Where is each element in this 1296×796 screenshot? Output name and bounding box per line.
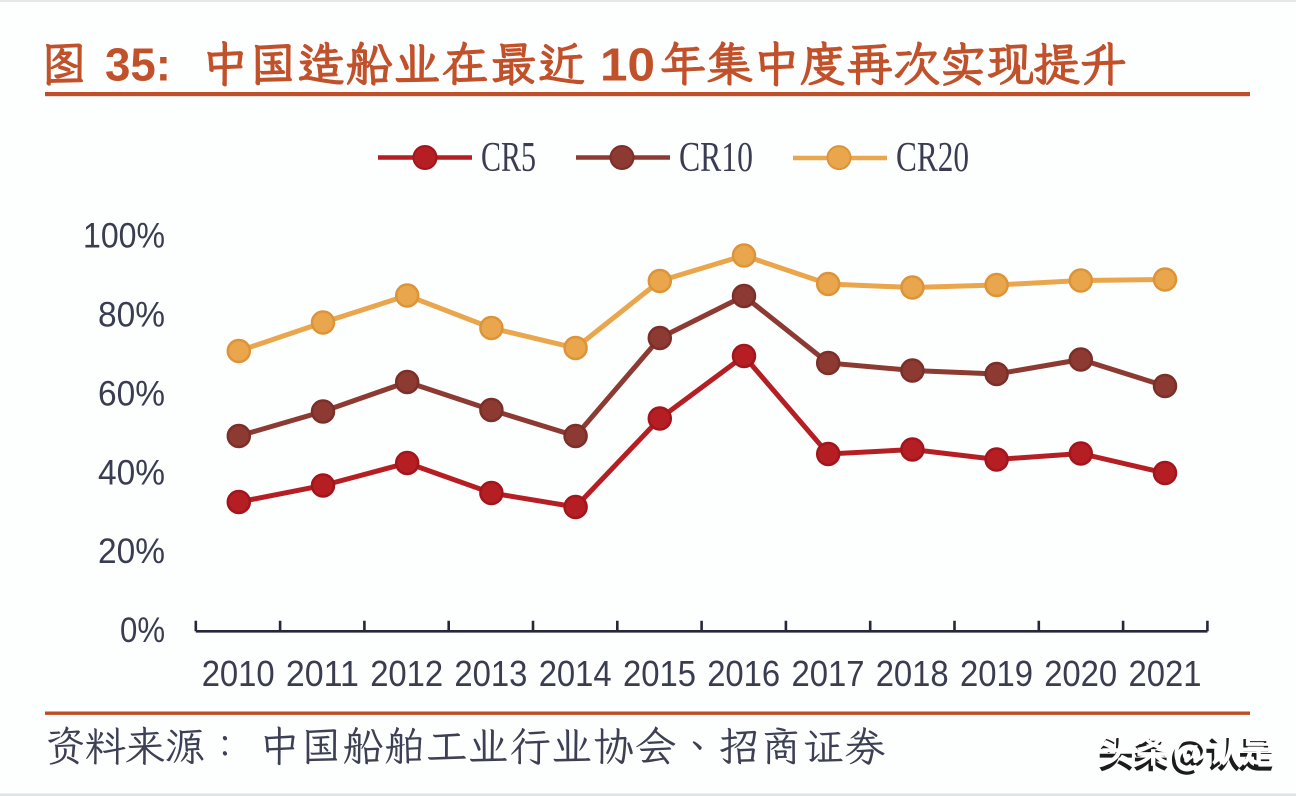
svg-text:100%: 100% bbox=[83, 217, 165, 256]
svg-text:2012: 2012 bbox=[370, 653, 443, 694]
svg-text:CR10: CR10 bbox=[679, 135, 753, 181]
svg-text:2017: 2017 bbox=[792, 653, 865, 694]
svg-text:2018: 2018 bbox=[876, 653, 949, 694]
svg-text:2016: 2016 bbox=[707, 653, 780, 694]
svg-text:10: 10 bbox=[600, 39, 655, 91]
svg-text:2011: 2011 bbox=[286, 653, 359, 694]
svg-text:20%: 20% bbox=[98, 532, 165, 571]
svg-text:35:: 35: bbox=[105, 39, 171, 91]
svg-text:2010: 2010 bbox=[202, 653, 275, 694]
svg-text:60%: 60% bbox=[98, 374, 165, 413]
svg-text:0%: 0% bbox=[120, 611, 165, 650]
svg-text:2021: 2021 bbox=[1129, 653, 1202, 694]
svg-text:80%: 80% bbox=[98, 296, 165, 335]
svg-text:2013: 2013 bbox=[454, 653, 527, 694]
svg-text:CR20: CR20 bbox=[896, 135, 969, 181]
svg-text:2014: 2014 bbox=[539, 653, 612, 694]
svg-text:2019: 2019 bbox=[960, 653, 1033, 694]
svg-text:CR5: CR5 bbox=[481, 135, 536, 181]
svg-text:2020: 2020 bbox=[1044, 653, 1117, 694]
svg-text:40%: 40% bbox=[98, 453, 165, 492]
svg-text:2015: 2015 bbox=[623, 653, 696, 694]
